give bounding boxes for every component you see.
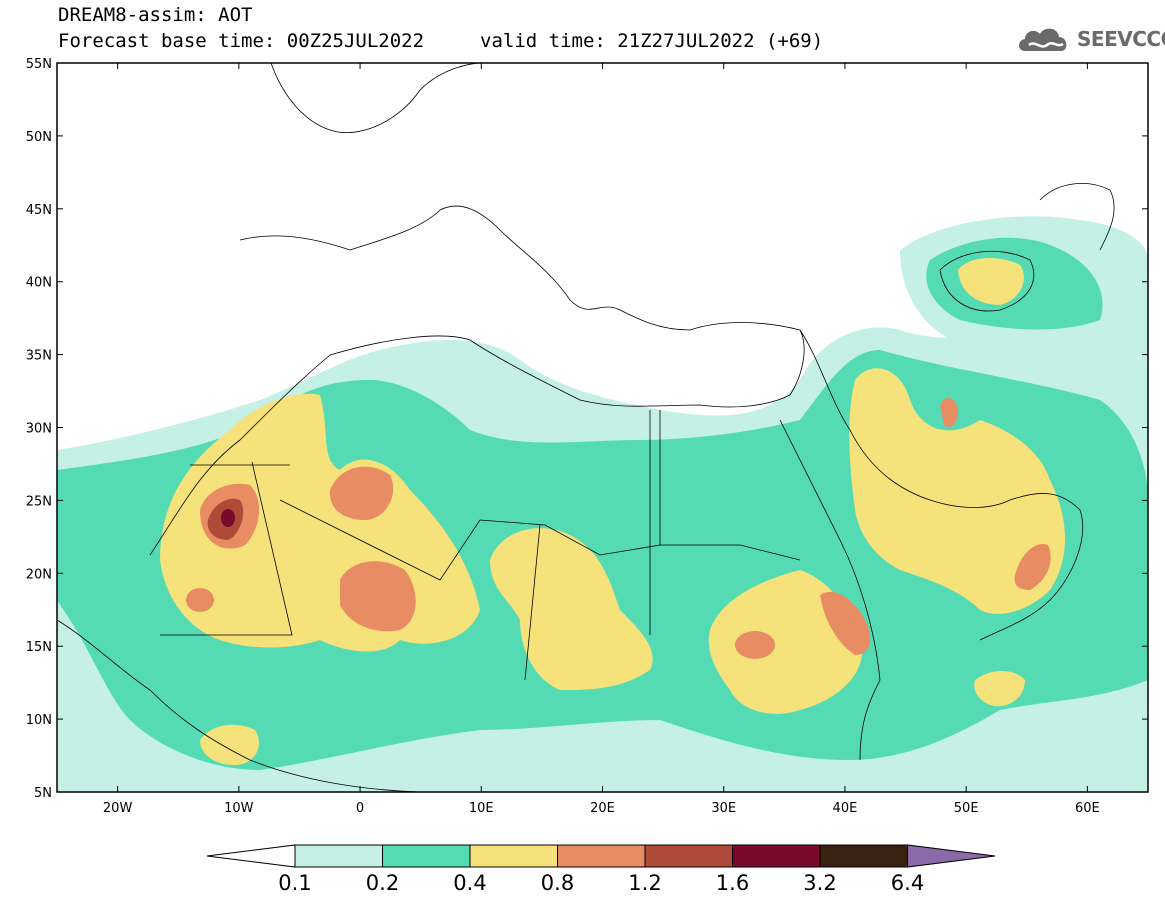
lat-label: 5N (34, 786, 52, 801)
lat-label: 25N (26, 494, 52, 509)
colorbar-under-triangle (206, 844, 296, 868)
logo-text: SEEVCCC (1077, 27, 1165, 51)
lon-label: 0 (356, 801, 364, 816)
forecast-base-time: Forecast base time: 00Z25JUL2022 (58, 30, 425, 52)
aot-field (57, 216, 1148, 792)
colorbar-swatch (294, 844, 383, 868)
colorbar-swatch (557, 844, 646, 868)
lat-label: 10N (26, 713, 52, 728)
colorbar-label: 6.4 (891, 871, 924, 895)
colorbar: 0.1 0.2 0.4 0.8 1.2 1.6 3.2 6.4 (206, 844, 996, 895)
lon-label: 40E (833, 801, 858, 816)
colorbar-swatch (819, 844, 908, 868)
colorbar-label: 0.2 (366, 871, 399, 895)
lon-label: 30E (711, 801, 736, 816)
colorbar-label: 1.2 (628, 871, 661, 895)
coastlines (57, 63, 1115, 792)
colorbar-swatch (469, 844, 558, 868)
colorbar-label: 0.1 (278, 871, 311, 895)
lon-label: 10W (224, 801, 254, 816)
seevccc-logo: SEEVCCC (1015, 22, 1165, 56)
lat-label: 35N (26, 349, 52, 364)
colorbar-swatch (644, 844, 733, 868)
colorbar-swatch (732, 844, 821, 868)
colorbar-label: 3.2 (803, 871, 836, 895)
lon-label: 10E (469, 801, 494, 816)
lat-label: 50N (26, 130, 52, 145)
latitude-axis: 55N 50N 45N 40N 35N 30N 25N 20N 15N 10N 5N (26, 57, 1148, 801)
longitude-axis: 20W 10W 0 10E 20E 30E 40E 50E 60E (103, 63, 1100, 816)
colorbar-over-triangle (907, 844, 996, 868)
lat-label: 55N (26, 57, 52, 72)
lat-label: 15N (26, 640, 52, 655)
colorbar-swatch (382, 844, 471, 868)
colorbar-label: 1.6 (716, 871, 749, 895)
lon-label: 20E (590, 801, 615, 816)
lat-label: 30N (26, 422, 52, 437)
cloud-logo-icon (1019, 28, 1067, 51)
lat-label: 40N (26, 276, 52, 291)
valid-time: valid time: 21Z27JUL2022 (+69) (480, 30, 824, 52)
lon-label: 60E (1075, 801, 1100, 816)
lat-label: 45N (26, 203, 52, 218)
lat-label: 20N (26, 567, 52, 582)
colorbar-label: 0.4 (453, 871, 486, 895)
map-title: DREAM8-assim: AOT (58, 4, 253, 26)
colorbar-label: 0.8 (541, 871, 574, 895)
lon-label: 20W (103, 801, 133, 816)
lon-label: 50E (954, 801, 979, 816)
